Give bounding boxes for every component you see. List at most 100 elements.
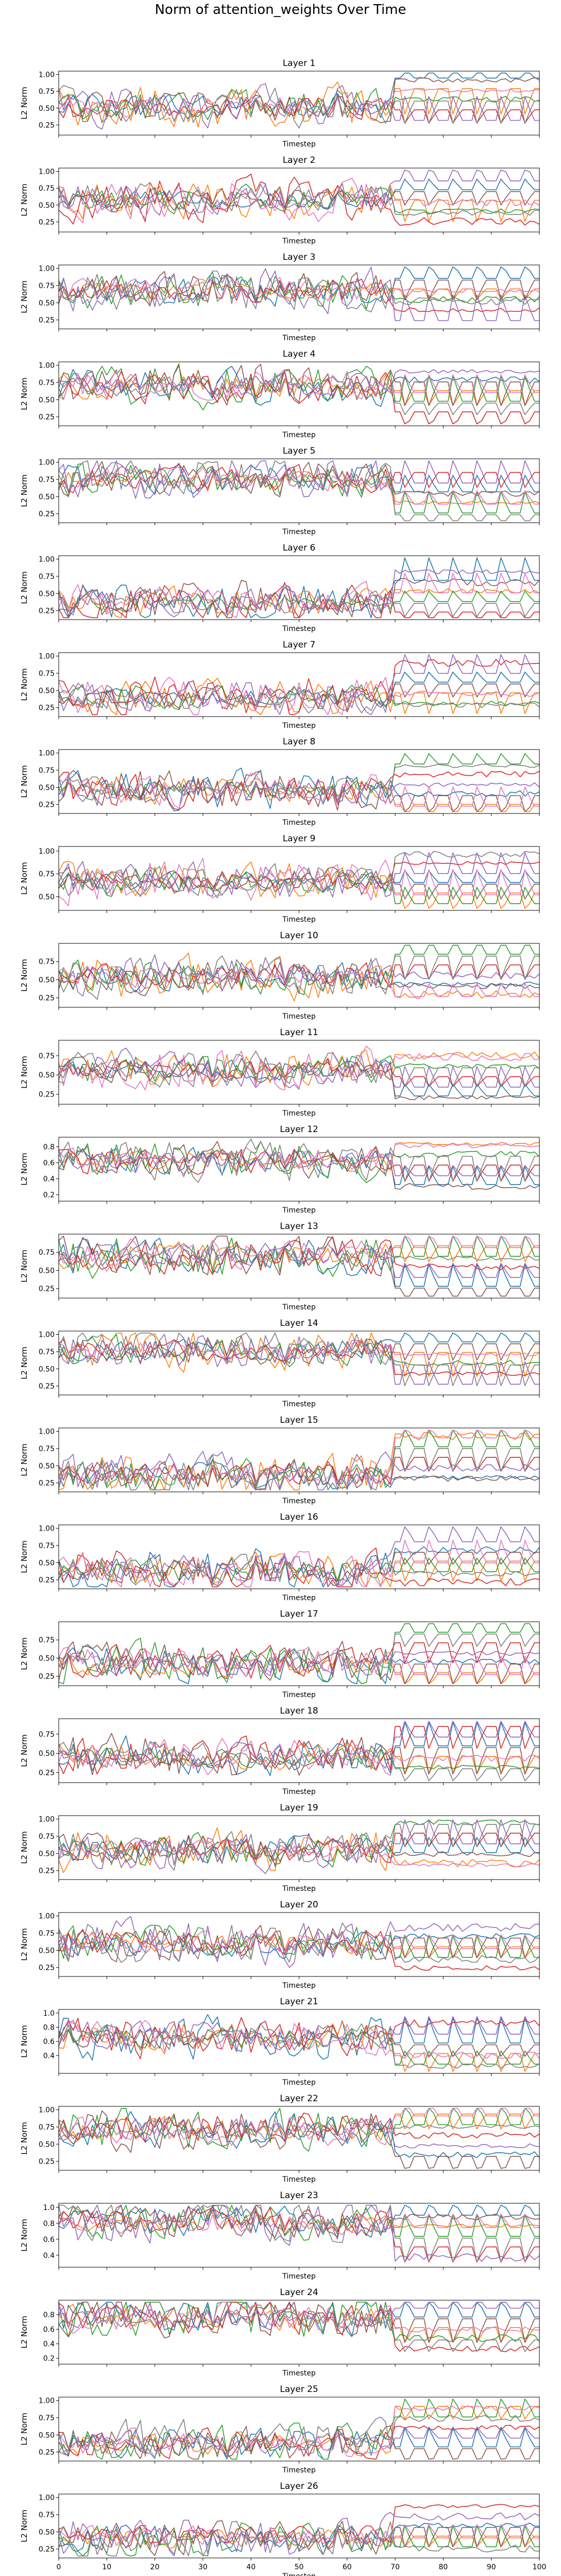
series-line <box>58 858 539 907</box>
subplot-title: Layer 14 <box>280 1318 318 1328</box>
series-line <box>58 1540 539 1588</box>
series-line <box>58 1429 539 1490</box>
y-tick-label: 1.0 <box>43 2204 55 2212</box>
series-line <box>58 589 539 618</box>
series-line <box>58 684 539 709</box>
subplot-title: Layer 15 <box>280 1415 318 1425</box>
series-line <box>58 2207 539 2263</box>
axes-frame <box>58 1718 540 1783</box>
series-line <box>58 369 540 399</box>
series-line <box>58 578 540 619</box>
series-line <box>58 1726 539 1775</box>
x-axis-label: Timestep <box>282 1594 316 1602</box>
y-axis-label: L2 Norm <box>20 1540 29 1573</box>
series-line <box>58 2110 539 2169</box>
series-line <box>58 187 539 211</box>
y-tick-label: 0.50 <box>39 1947 55 1955</box>
series-line <box>58 2213 539 2235</box>
series-line <box>58 1647 539 1679</box>
series-line <box>58 2211 540 2233</box>
series-line <box>58 1429 539 1485</box>
x-axis-label: Timestep <box>282 334 316 342</box>
y-tick-label: 1.00 <box>39 2106 55 2115</box>
series-line <box>58 1721 539 1769</box>
y-axis-label: L2 Norm <box>20 1056 29 1089</box>
series-line <box>58 676 540 716</box>
series-line <box>58 1932 540 1960</box>
y-axis-label: L2 Norm <box>20 571 29 604</box>
y-axis-label: L2 Norm <box>20 2219 29 2252</box>
subplot-title: Layer 10 <box>280 930 318 941</box>
x-axis-label: Timestep <box>282 237 316 245</box>
y-tick-label: 0.75 <box>39 573 55 581</box>
series-line <box>58 1651 540 1676</box>
axes-frame <box>58 2300 540 2365</box>
y-tick-label: 0.50 <box>39 2528 55 2536</box>
y-tick-label: 1.00 <box>39 847 55 856</box>
series-line <box>58 1138 539 1183</box>
subplot-title: Layer 16 <box>280 1512 318 1522</box>
y-tick-label: 0.25 <box>39 1383 55 1391</box>
subplot-title: Layer 25 <box>280 2384 318 2395</box>
series-line <box>58 463 539 513</box>
series-line <box>58 2029 539 2057</box>
y-tick-label: 0.75 <box>39 1930 55 1938</box>
y-tick-label: 0.75 <box>39 1052 55 1060</box>
y-axis-label: L2 Norm <box>20 184 29 217</box>
axes-frame <box>58 1040 540 1105</box>
subplot-title: Layer 19 <box>280 1803 318 1813</box>
y-tick-label: 0.50 <box>39 2140 55 2149</box>
y-tick-label: 0.50 <box>39 784 55 792</box>
series-line <box>58 1146 539 1182</box>
x-axis-label: Timestep <box>282 1691 316 1699</box>
x-axis-label: Timestep <box>282 1982 316 1990</box>
subplot-title: Layer 12 <box>280 1124 318 1135</box>
y-tick-label: 0.50 <box>39 687 55 695</box>
y-tick-label: 0.6 <box>43 2236 55 2244</box>
y-tick-label: 0.50 <box>39 105 55 113</box>
y-axis-label: L2 Norm <box>20 87 29 120</box>
series-line <box>58 1459 540 1491</box>
series-line <box>58 464 539 493</box>
x-tick-label: 30 <box>198 2563 208 2571</box>
series-line <box>58 962 540 993</box>
y-tick-label: 0.50 <box>39 1071 55 1079</box>
y-tick-label: 0.25 <box>39 1867 55 1875</box>
series-line <box>58 1143 540 1175</box>
y-tick-label: 0.4 <box>43 2052 55 2060</box>
series-line <box>58 1055 540 1084</box>
y-axis-label: L2 Norm <box>20 2509 29 2542</box>
y-tick-label: 0.75 <box>39 282 55 290</box>
x-axis-label: Timestep <box>282 2272 316 2281</box>
y-tick-label: 0.50 <box>39 1750 55 1758</box>
series-line <box>58 85 539 129</box>
y-axis-label: L2 Norm <box>20 1637 29 1670</box>
y-axis-label: L2 Norm <box>20 1734 29 1767</box>
y-axis-label: L2 Norm <box>20 2413 29 2446</box>
series-line <box>58 770 539 812</box>
y-axis-label: L2 Norm <box>20 2025 29 2058</box>
series-line <box>58 1048 539 1090</box>
y-tick-label: 0.25 <box>39 1769 55 1777</box>
y-tick-label: 1.00 <box>39 1331 55 1339</box>
x-tick-label: 60 <box>343 2563 352 2571</box>
series-line <box>58 569 540 618</box>
y-axis-label: L2 Norm <box>20 1153 29 1186</box>
series-line <box>58 777 539 812</box>
x-axis-label: Timestep <box>282 2466 316 2474</box>
x-axis-label: Timestep <box>282 1788 316 1796</box>
series-line <box>58 573 539 619</box>
series-line <box>58 371 539 425</box>
series-line <box>58 72 539 120</box>
series-line <box>58 2512 540 2556</box>
x-tick-label: 0 <box>57 2563 61 2571</box>
series-line <box>58 369 539 401</box>
series-line <box>58 2016 539 2052</box>
series-line <box>58 2424 540 2460</box>
series-line <box>58 1623 539 1685</box>
y-axis-label: L2 Norm <box>20 2122 29 2155</box>
y-axis-label: L2 Norm <box>20 765 29 798</box>
y-tick-label: 1.00 <box>39 1913 55 1921</box>
series-line <box>58 654 539 716</box>
